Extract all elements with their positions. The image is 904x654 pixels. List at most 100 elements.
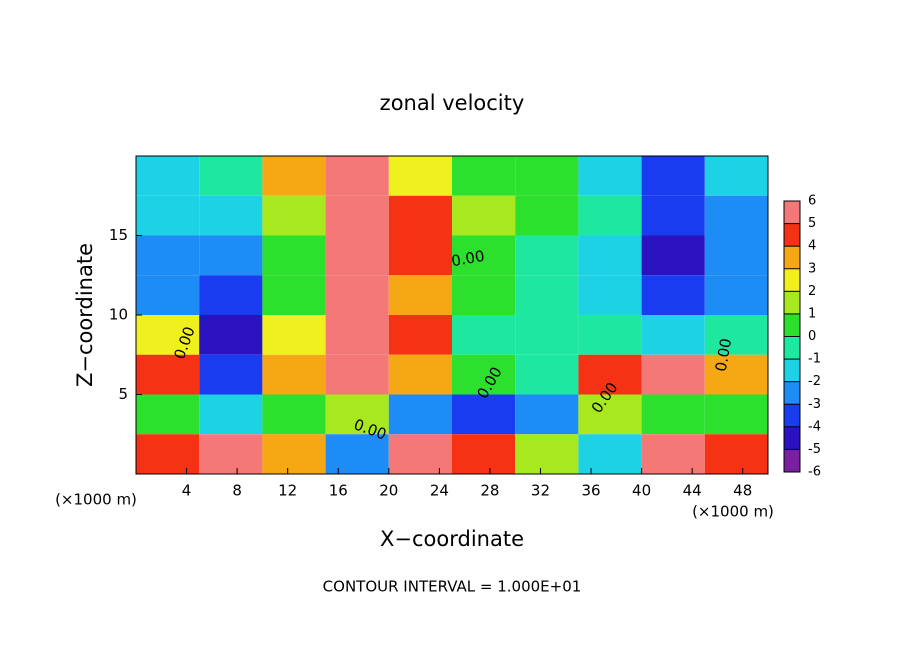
field-cell: [704, 235, 768, 276]
field-cell: [199, 315, 263, 355]
y-tick-label: 5: [118, 385, 128, 403]
x-tick-label: 36: [581, 482, 600, 500]
field-cell: [578, 195, 642, 236]
field-cell: [199, 195, 263, 236]
field-cell: [578, 434, 642, 474]
field-cell: [704, 434, 768, 474]
field-cell: [452, 275, 516, 315]
chart-title: zonal velocity: [380, 91, 525, 115]
field-cell: [641, 354, 705, 395]
field-cell: [515, 275, 579, 315]
field-cell: [452, 156, 516, 196]
colorbar-swatch: [784, 268, 800, 292]
colorbar-swatch: [784, 291, 800, 314]
field-cell: [262, 354, 326, 395]
field-cell: [136, 434, 200, 474]
colorbar-label: -2: [808, 374, 821, 389]
field-cell: [704, 275, 768, 315]
field-cell: [704, 394, 768, 435]
field-cell: [641, 434, 705, 474]
field-cell: [388, 434, 452, 474]
colorbar-swatch: [784, 381, 800, 405]
field-cell: [515, 235, 579, 276]
x-tick-label: 4: [182, 482, 192, 500]
colorbar-label: -5: [808, 442, 821, 457]
colorbar-swatch: [784, 246, 800, 269]
colorbar-label: 3: [808, 261, 816, 276]
colorbar-label: -3: [808, 397, 821, 412]
field-cell: [704, 315, 768, 355]
field-cell: [515, 195, 579, 236]
y-tick-label: 15: [109, 226, 128, 244]
x-tick-label: 40: [632, 482, 651, 500]
field-cell: [388, 156, 452, 196]
colorbar-swatch: [784, 426, 800, 450]
field-cell: [325, 235, 389, 276]
field-cell: [199, 434, 263, 474]
colorbar-swatch: [784, 313, 800, 337]
contour-note: CONTOUR INTERVAL = 1.000E+01: [323, 578, 582, 596]
x-tick-label: 16: [329, 482, 348, 500]
field-cell: [641, 315, 705, 355]
x-tick-label: 20: [379, 482, 398, 500]
colorbar-label: 1: [808, 306, 816, 321]
field-cell: [388, 275, 452, 315]
x-tick-label: 8: [232, 482, 242, 500]
field-cell: [578, 275, 642, 315]
field-cell: [199, 275, 263, 315]
field-cell: [199, 235, 263, 276]
colorbar-label: 6: [808, 194, 816, 209]
field-cell: [136, 354, 200, 395]
y-tick-label: 10: [109, 306, 128, 324]
field-cell: [325, 394, 389, 435]
field-cell: [578, 156, 642, 196]
field-cell: [262, 394, 326, 435]
colorbar-label: -6: [808, 465, 821, 480]
field-cell: [199, 156, 263, 196]
field-cell: [515, 315, 579, 355]
field-cell: [262, 235, 326, 276]
colorbar-swatch: [784, 201, 800, 224]
field-cell: [325, 156, 389, 196]
colorbar-label: -4: [808, 419, 821, 434]
field-cell: [452, 195, 516, 236]
colorbar-label: 0: [808, 329, 816, 344]
field-cell: [641, 275, 705, 315]
field-cell: [262, 434, 326, 474]
colorbar-swatch: [784, 223, 800, 247]
field-cell: [704, 156, 768, 196]
colorbar-swatch: [784, 336, 800, 360]
colorbar-label: 2: [808, 284, 816, 299]
field-cell: [515, 434, 579, 474]
field-cell: [136, 315, 200, 355]
field-cell: [578, 354, 642, 395]
field-cell: [262, 195, 326, 236]
x-unit: (×1000 m): [692, 503, 774, 521]
field-cell: [515, 354, 579, 395]
field-cell: [641, 195, 705, 236]
x-tick-label: 48: [733, 482, 752, 500]
contour-label: 0.00: [450, 247, 486, 271]
field-cell: [641, 156, 705, 196]
colorbar-label: 5: [808, 216, 816, 231]
field-cell: [136, 394, 200, 435]
field-cell: [388, 195, 452, 236]
field-cell: [262, 275, 326, 315]
x-axis-label: X−coordinate: [380, 527, 524, 551]
colorbar-label: -1: [808, 352, 821, 367]
field-cell: [325, 315, 389, 355]
field-cell: [578, 235, 642, 276]
x-tick-label: 44: [683, 482, 702, 500]
x-unit: (×1000 m): [55, 491, 137, 509]
field-cell: [452, 434, 516, 474]
field-cell: [452, 394, 516, 435]
field-cell: [452, 315, 516, 355]
colorbar-swatch: [784, 359, 800, 382]
field-cell: [515, 156, 579, 196]
field-cell: [641, 394, 705, 435]
field-cell: [325, 434, 389, 474]
field-cell: [136, 275, 200, 315]
y-axis-label: Z−coordinate: [73, 243, 97, 387]
field-cell: [388, 235, 452, 276]
field-cell: [199, 354, 263, 395]
